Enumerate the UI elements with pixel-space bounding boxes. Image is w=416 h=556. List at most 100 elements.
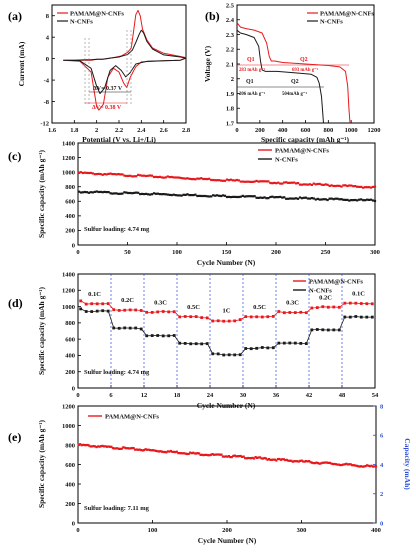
data-point — [95, 190, 98, 193]
data-point — [306, 460, 309, 463]
data-point — [79, 307, 83, 311]
data-point — [162, 176, 165, 179]
data-point — [117, 326, 121, 330]
data-point — [229, 456, 232, 459]
data-point — [354, 301, 358, 305]
data-point — [87, 191, 90, 194]
data-point — [359, 315, 363, 319]
data-point — [148, 174, 152, 177]
data-point — [111, 192, 114, 195]
data-point — [267, 458, 271, 461]
data-point — [218, 179, 221, 182]
data-point — [189, 342, 193, 346]
data-point — [248, 457, 251, 460]
data-point — [351, 464, 354, 467]
data-point — [231, 179, 234, 182]
data-point — [320, 183, 323, 186]
panel-d-x-ticks: 0 6 12 18 24 30 36 42 48 54 — [76, 385, 379, 399]
data-point — [220, 179, 223, 182]
x-tick-label: 1200 — [368, 127, 381, 134]
data-point — [129, 174, 132, 177]
data-point — [202, 454, 205, 457]
data-point — [160, 193, 163, 196]
data-point — [145, 310, 149, 314]
data-point — [368, 186, 371, 189]
data-point — [192, 451, 195, 454]
x-tick-label: 48 — [339, 392, 346, 399]
data-point — [238, 455, 241, 458]
data-point — [106, 302, 110, 305]
data-point — [269, 195, 272, 199]
data-point — [288, 341, 292, 345]
data-point — [284, 459, 287, 462]
data-point — [285, 181, 288, 184]
data-point — [291, 197, 294, 200]
data-point — [201, 453, 204, 456]
panel-b-ylabel: Voltage (V) — [203, 45, 212, 82]
data-point — [339, 464, 342, 467]
data-point — [149, 449, 152, 452]
data-point — [89, 191, 92, 194]
data-point — [172, 310, 176, 314]
data-point — [245, 195, 248, 198]
data-point — [316, 462, 320, 465]
data-point — [84, 302, 88, 306]
data-point — [176, 176, 179, 179]
data-point — [190, 178, 193, 181]
data-point — [161, 334, 165, 338]
data-point — [355, 464, 358, 467]
data-point — [215, 453, 219, 456]
data-point — [112, 326, 116, 330]
data-point — [241, 194, 244, 197]
panel-b: (b) 0 200 400 600 800 1000 1200 1.7 1.8 1.9 2 2.1 2… — [203, 2, 381, 144]
data-point — [239, 180, 242, 183]
x-tick-label: 36 — [273, 392, 280, 399]
x-tick-label: 0 — [76, 249, 79, 256]
data-point — [257, 196, 260, 199]
data-point — [212, 453, 216, 456]
y-tick-label: -4 — [44, 77, 50, 84]
panel-e: (e) 0 100 200 300 400 020040060080010001200 … — [8, 403, 412, 545]
data-point — [123, 174, 126, 177]
data-point — [244, 347, 248, 350]
data-point — [344, 184, 347, 187]
data-point — [220, 194, 223, 198]
data-point — [131, 192, 134, 195]
data-point — [279, 182, 282, 185]
data-point — [214, 453, 217, 456]
data-point — [90, 302, 94, 306]
data-point — [218, 194, 221, 197]
data-point — [211, 352, 215, 356]
data-point — [296, 460, 299, 463]
data-point — [272, 458, 275, 461]
data-point — [77, 190, 81, 193]
data-point — [109, 172, 112, 175]
rate-label: 0.1C — [352, 290, 365, 297]
data-point — [214, 194, 217, 197]
x-tick-label: 0 — [76, 392, 79, 399]
data-point — [146, 448, 149, 451]
data-point — [254, 456, 257, 459]
data-point — [196, 452, 199, 455]
data-point — [176, 194, 179, 197]
data-point — [316, 182, 319, 186]
data-point — [296, 182, 300, 185]
x-tick-label: 0 — [76, 527, 79, 534]
data-point — [148, 193, 152, 196]
y-tick-label: 1000 — [62, 423, 75, 430]
data-point — [304, 183, 307, 186]
data-point — [157, 450, 161, 453]
data-point — [111, 447, 114, 450]
data-point — [212, 178, 215, 182]
data-point — [129, 447, 132, 450]
data-point — [194, 342, 198, 346]
x-tick-label: 200 — [271, 249, 281, 256]
y-tick-label: 200 — [65, 369, 75, 376]
data-point — [200, 342, 204, 346]
data-point — [139, 309, 143, 312]
data-point — [107, 445, 110, 448]
data-point — [283, 181, 286, 184]
data-point — [371, 185, 375, 188]
data-point — [366, 464, 369, 467]
data-point — [91, 191, 94, 194]
